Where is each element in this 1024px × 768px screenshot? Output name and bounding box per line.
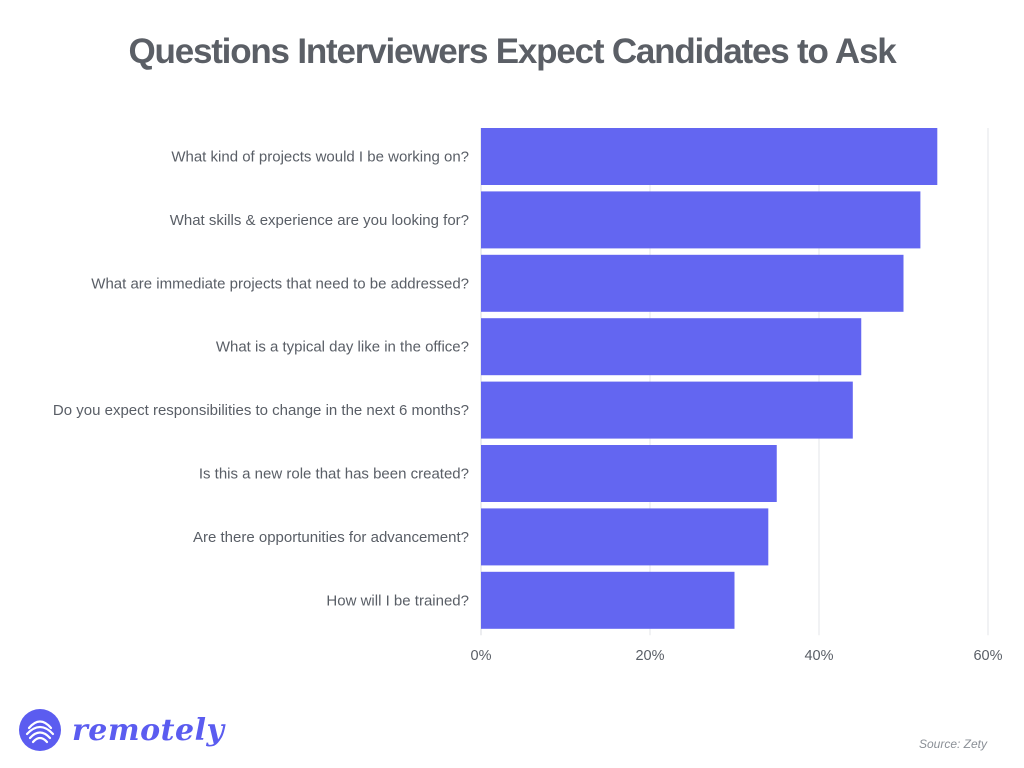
bars: [481, 128, 938, 629]
chart-title: Questions Interviewers Expect Candidates…: [128, 32, 896, 71]
remotely-logo-icon: [19, 709, 61, 751]
source-note: Source: Zety: [918, 737, 987, 751]
bar: [481, 508, 769, 566]
category-label: What is a typical day like in the office…: [216, 339, 469, 356]
bar: [481, 571, 735, 629]
x-tick-label: 40%: [804, 648, 833, 664]
bar: [481, 318, 862, 376]
brand-logo: remotely: [18, 706, 224, 754]
brand-name: remotely: [72, 712, 225, 748]
category-label: Are there opportunities for advancement?: [193, 529, 469, 546]
category-label: What are immediate projects that need to…: [91, 275, 469, 292]
bar: [481, 381, 853, 439]
category-label: What skills & experience are you looking…: [170, 212, 469, 229]
bar: [481, 191, 921, 249]
category-label: Is this a new role that has been created…: [199, 466, 469, 483]
category-label: Do you expect responsibilities to change…: [53, 402, 469, 419]
category-labels: What kind of projects would I be working…: [53, 149, 469, 610]
x-axis-tick-labels: 0% 20% 40% 60%: [471, 648, 1003, 664]
bar-chart: What kind of projects would I be working…: [53, 128, 1003, 664]
x-tick-label: 20%: [635, 648, 664, 664]
x-tick-label: 60%: [973, 648, 1002, 664]
bar: [481, 445, 777, 502]
x-tick-label: 0%: [471, 648, 492, 664]
category-label: What kind of projects would I be working…: [171, 149, 469, 166]
bar: [481, 128, 938, 185]
category-label: How will I be trained?: [326, 592, 469, 609]
bar: [481, 254, 904, 312]
